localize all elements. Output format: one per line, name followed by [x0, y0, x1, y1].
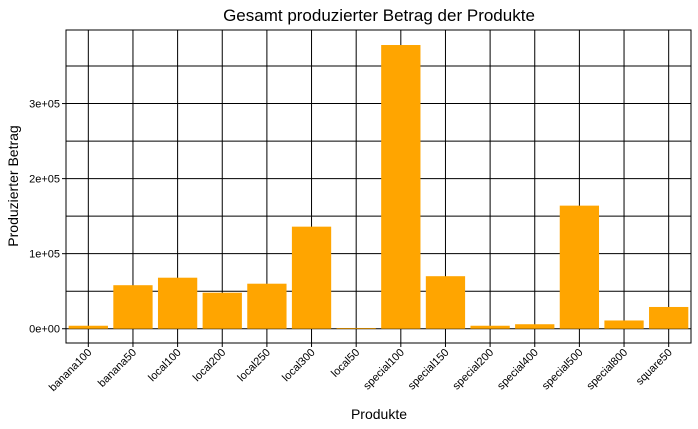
bar-square50	[649, 306, 689, 329]
bar-local100	[157, 277, 198, 329]
x-tick-label: square50	[634, 347, 675, 388]
x-tick-label: special500	[540, 347, 586, 393]
x-tick-label: special150	[406, 347, 452, 393]
x-tick-label: banana50	[96, 347, 139, 390]
x-tick-label: special100	[361, 347, 407, 393]
x-tick-label: local250	[236, 347, 273, 384]
bar-special400	[515, 324, 555, 329]
x-tick-label: special800	[584, 347, 630, 393]
y-tick-label: 0e+00	[29, 324, 60, 336]
plot-panel-border	[65, 29, 692, 344]
bar-special100	[381, 45, 421, 329]
x-axis: banana100 banana50 local100 local200 local25…	[47, 343, 675, 394]
x-tick-label: local50	[329, 347, 362, 380]
bar-local50	[336, 327, 376, 329]
chart-title: Gesamt produzierter Betrag der Produkte	[223, 6, 535, 25]
y-tick-label: 2e+05	[29, 174, 60, 186]
x-tick-label: local200	[191, 347, 228, 384]
bar-local300	[291, 226, 332, 329]
bar-local250	[247, 283, 287, 329]
x-tick-label: local100	[146, 347, 183, 384]
bar-special150	[425, 276, 466, 329]
bar-special800	[604, 320, 644, 329]
bar-special500	[559, 205, 600, 329]
y-tick-label: 3e+05	[29, 99, 60, 111]
x-tick-label: special400	[495, 347, 541, 393]
bar-banana100	[68, 325, 108, 329]
x-tick-label: banana100	[47, 347, 94, 394]
y-axis: 0e+00 1e+05 2e+05 3e+05	[29, 99, 66, 336]
bar-local200	[202, 292, 242, 329]
y-axis-title: Produzierter Betrag	[5, 125, 21, 246]
x-tick-label: special200	[451, 347, 497, 393]
x-tick-label: local300	[280, 347, 317, 384]
x-axis-title: Produkte	[351, 406, 407, 422]
y-tick-label: 1e+05	[29, 249, 60, 261]
bars	[68, 45, 689, 329]
bar-banana50	[113, 285, 153, 329]
bar-special200	[470, 325, 510, 329]
